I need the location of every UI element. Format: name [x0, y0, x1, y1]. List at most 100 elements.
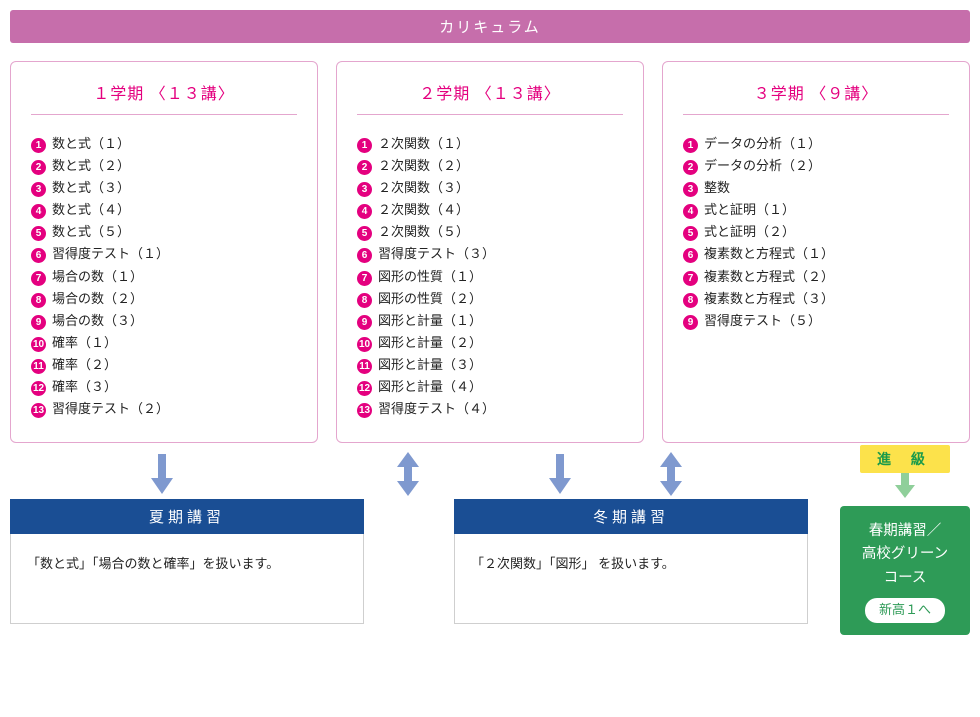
promotion-column: 進 級 春期講習／ 高校グリーン コース 新高１へ [840, 499, 970, 634]
list-item: 4数と式（４） [31, 199, 297, 221]
list-item: 6習得度テスト（３） [357, 243, 623, 265]
list-item: 8 複素数と方程式（３） [683, 288, 949, 310]
number-bullet-icon: 10 [357, 337, 372, 352]
promotion-arrow [840, 473, 970, 504]
list-item-label: 図形と計量（１） [378, 310, 482, 332]
list-item-label: 式と証明（２） [704, 221, 795, 243]
spring-pill: 新高１へ [865, 598, 945, 623]
list-item: 7 図形の性質（１） [357, 266, 623, 288]
number-bullet-icon: 3 [31, 182, 46, 197]
bottom-row: 夏期講習 「数と式」「場合の数と確率」を扱います。 冬期講習 「２次関数」「図形… [10, 499, 970, 634]
curriculum-title: カリキュラム [439, 19, 541, 36]
number-bullet-icon: 6 [683, 248, 698, 263]
term-list-1: 1数と式（１）2数と式（２）3数と式（３）4数と式（４）5数と式（５）6習得度テ… [31, 133, 297, 420]
list-item-label: ２次関数（５） [378, 221, 469, 243]
list-item-label: 確率（２） [52, 354, 117, 376]
number-bullet-icon: 11 [31, 359, 46, 374]
list-item-label: 図形と計量（４） [378, 376, 482, 398]
number-bullet-icon: 2 [357, 160, 372, 175]
list-item: 6 複素数と方程式（１） [683, 243, 949, 265]
list-item-label: 数と式（２） [52, 155, 130, 177]
term-list-2: 1 ２次関数（１） 2 ２次関数（２）3２次関数（３）4２次関数（４） 5 ２次関数（５）… [357, 133, 623, 420]
number-bullet-icon: 6 [31, 248, 46, 263]
spring-line-2: 高校グリーン [862, 543, 948, 566]
list-item: 10 確率（１） [31, 332, 297, 354]
number-bullet-icon: 1 [357, 138, 372, 153]
list-item-label: 確率（１） [52, 332, 117, 354]
curriculum-header: カリキュラム [10, 10, 970, 43]
list-item: 13 習得度テスト（４） [357, 398, 623, 420]
number-bullet-icon: 8 [683, 293, 698, 308]
list-item-label: 場合の数（３） [52, 310, 143, 332]
arrow-row [10, 449, 970, 499]
number-bullet-icon: 7 [683, 271, 698, 286]
winter-seminar: 冬期講習 「２次関数」「図形」 を扱います。 [454, 499, 808, 634]
list-item: 8 場合の数（２） [31, 288, 297, 310]
number-bullet-icon: 1 [683, 138, 698, 153]
number-bullet-icon: 2 [683, 160, 698, 175]
number-bullet-icon: 8 [31, 293, 46, 308]
winter-seminar-body: 「２次関数」「図形」 を扱います。 [454, 534, 808, 624]
list-item-label: 習得度テスト（４） [378, 398, 495, 420]
list-item-label: 図形と計量（２） [378, 332, 482, 354]
updown-arrow-icon [660, 451, 682, 497]
number-bullet-icon: 7 [31, 271, 46, 286]
number-bullet-icon: 11 [357, 359, 372, 374]
down-arrow-icon [549, 452, 571, 496]
list-item: 3２次関数（３） [357, 177, 623, 199]
term-title-3: ３学期 〈９講〉 [683, 80, 949, 115]
spring-line-1: 春期講習／ [869, 520, 942, 543]
number-bullet-icon: 7 [357, 271, 372, 286]
number-bullet-icon: 8 [357, 293, 372, 308]
list-item-label: 数と式（１） [52, 133, 130, 155]
list-item-label: ２次関数（４） [378, 199, 469, 221]
list-item-label: 式と証明（１） [704, 199, 795, 221]
list-item-label: ２次関数（１） [378, 133, 469, 155]
list-item: 3 整数 [683, 177, 949, 199]
list-item-label: ２次関数（２） [378, 155, 469, 177]
number-bullet-icon: 10 [31, 337, 46, 352]
list-item-label: 数と式（３） [52, 177, 130, 199]
list-item: 11 確率（２） [31, 354, 297, 376]
summer-seminar-body: 「数と式」「場合の数と確率」を扱います。 [10, 534, 364, 624]
list-item-label: 場合の数（２） [52, 288, 143, 310]
list-item: 4２次関数（４） [357, 199, 623, 221]
number-bullet-icon: 9 [357, 315, 372, 330]
down-arrow-green-icon [895, 473, 915, 499]
list-item-label: 場合の数（１） [52, 266, 143, 288]
list-item-label: 図形の性質（１） [378, 266, 482, 288]
down-arrow-icon [151, 452, 173, 496]
list-item: 5数と式（５） [31, 221, 297, 243]
number-bullet-icon: 3 [683, 182, 698, 197]
number-bullet-icon: 3 [357, 182, 372, 197]
number-bullet-icon: 5 [31, 226, 46, 241]
number-bullet-icon: 13 [31, 403, 46, 418]
number-bullet-icon: 5 [357, 226, 372, 241]
list-item-label: 複素数と方程式（１） [704, 243, 834, 265]
list-item: 1数と式（１） [31, 133, 297, 155]
number-bullet-icon: 9 [683, 315, 698, 330]
list-item: 1データの分析（１） [683, 133, 949, 155]
term-card-3: ３学期 〈９講〉 1データの分析（１）2データの分析（２）3整数4式と証明（１）… [662, 61, 970, 443]
number-bullet-icon: 4 [683, 204, 698, 219]
list-item: 10 図形と計量（２） [357, 332, 623, 354]
list-item-label: 複素数と方程式（３） [704, 288, 834, 310]
summer-seminar: 夏期講習 「数と式」「場合の数と確率」を扱います。 [10, 499, 364, 634]
term-card-2: ２学期 〈１３講〉 1 ２次関数（１） 2 ２次関数（２）3２次関数（３）4２次関数（… [336, 61, 644, 443]
list-item-label: 複素数と方程式（２） [704, 266, 834, 288]
number-bullet-icon: 13 [357, 403, 372, 418]
list-item-label: 習得度テスト（５） [704, 310, 821, 332]
term-title-2: ２学期 〈１３講〉 [357, 80, 623, 115]
list-item-label: 習得度テスト（１） [52, 243, 169, 265]
list-item-label: 整数 [704, 177, 730, 199]
updown-arrow-icon [397, 451, 419, 497]
summer-seminar-title: 夏期講習 [10, 499, 364, 534]
term-title-1: １学期 〈１３講〉 [31, 80, 297, 115]
list-item: 6 習得度テスト（１） [31, 243, 297, 265]
list-item: 12図形と計量（４） [357, 376, 623, 398]
list-item: 7 場合の数（１） [31, 266, 297, 288]
number-bullet-icon: 4 [31, 204, 46, 219]
list-item: 7 複素数と方程式（２） [683, 266, 949, 288]
list-item: 9 習得度テスト（５） [683, 310, 949, 332]
term-list-3: 1データの分析（１）2データの分析（２）3整数4式と証明（１）5式と証明（２）6… [683, 133, 949, 332]
